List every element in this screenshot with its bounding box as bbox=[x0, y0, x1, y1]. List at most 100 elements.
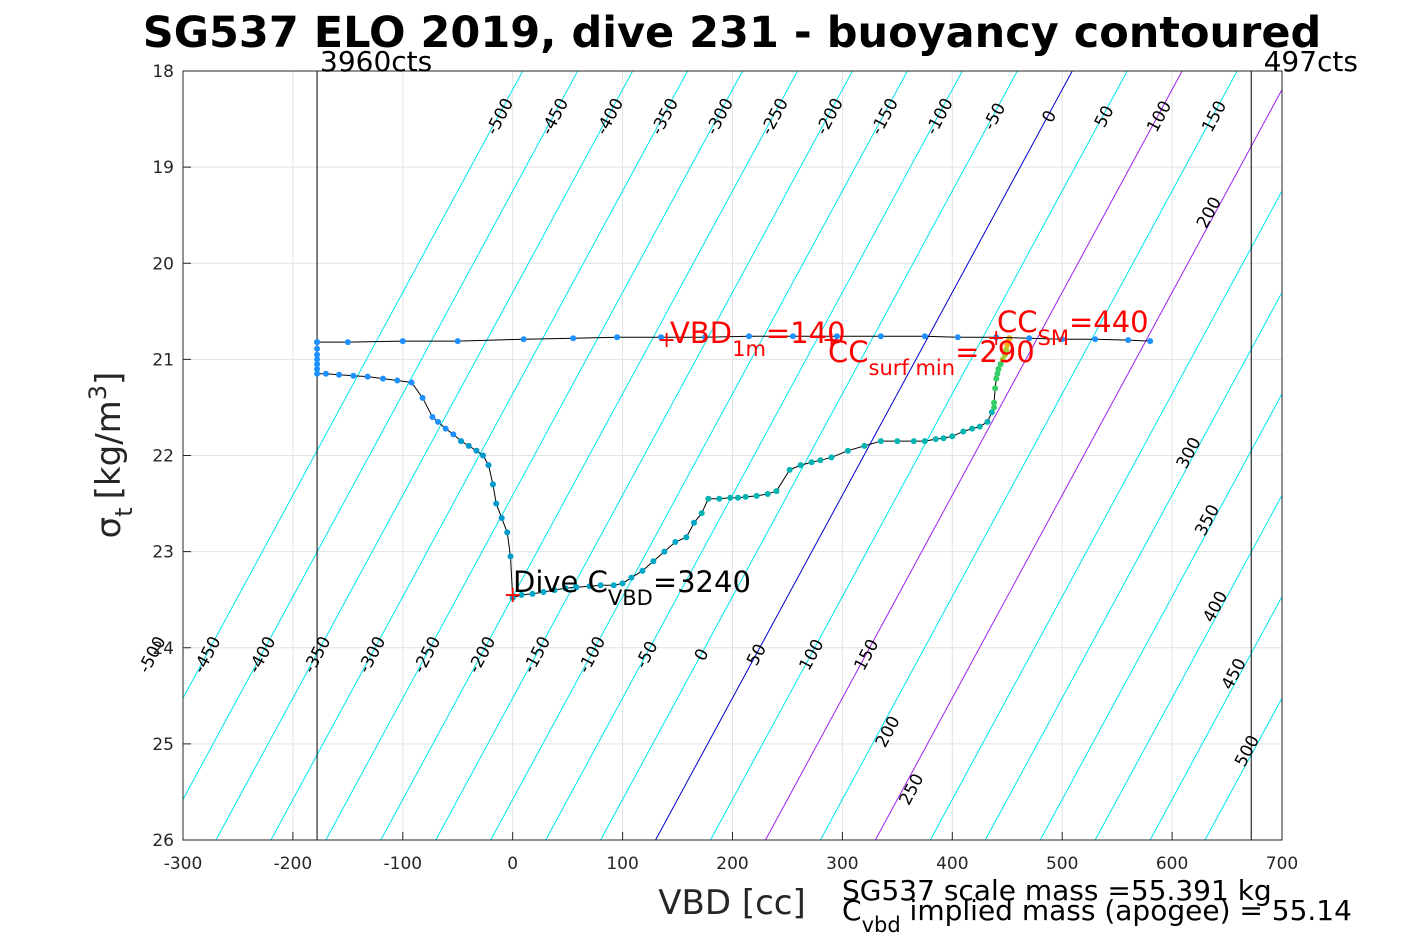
data-point-dive-24 bbox=[489, 481, 496, 488]
data-point-dive-10 bbox=[364, 373, 371, 380]
data-point-climb-10 bbox=[619, 580, 626, 587]
data-point-surface-12 bbox=[877, 333, 884, 340]
data-point-climb-32 bbox=[844, 447, 851, 454]
y-axis-label-exp: 3 bbox=[84, 385, 112, 400]
data-point-climb-26 bbox=[773, 488, 780, 495]
contour-line-450 bbox=[1149, 595, 1282, 840]
data-point-climb-36 bbox=[910, 438, 917, 445]
data-point-climb-34 bbox=[877, 438, 884, 445]
contour-line-0 bbox=[655, 71, 1073, 840]
marker-divec: + bbox=[503, 583, 521, 608]
data-point-climb-27 bbox=[786, 466, 793, 473]
data-point-dive-9 bbox=[350, 372, 357, 379]
data-point-surface-8 bbox=[702, 334, 709, 341]
annotation-vbd1m: VBD1m=140 bbox=[670, 316, 846, 361]
data-point-climb-48 bbox=[992, 385, 999, 392]
data-point-climb-47 bbox=[991, 399, 998, 406]
x-tick-label-2: -100 bbox=[384, 854, 423, 874]
y-tick-label-8: 26 bbox=[152, 831, 174, 851]
data-point-climb-28 bbox=[797, 462, 804, 469]
annotation-vbd1m-end: =140 bbox=[766, 316, 846, 350]
y-axis-ticks: 18 19 20 21 22 23 24 25 26 bbox=[152, 62, 191, 851]
data-point-dive-27 bbox=[504, 529, 511, 536]
annotation-ccsm: CCSM=440 bbox=[997, 305, 1149, 350]
data-point-surface-7 bbox=[658, 334, 665, 341]
contour-line-150 bbox=[819, 71, 1238, 840]
data-point-climb-2 bbox=[529, 590, 536, 597]
svg-text:σt[kg/m3]: σt [kg/m3] bbox=[84, 372, 138, 539]
footer-implied-sub: vbd bbox=[862, 913, 901, 937]
data-point-climb-50 bbox=[994, 370, 1001, 377]
contour-line--400 bbox=[215, 71, 634, 840]
x-tick-label-1: -200 bbox=[274, 854, 313, 874]
annotation-ccsm-main: CC bbox=[997, 305, 1038, 339]
data-point-surface-9 bbox=[745, 333, 752, 340]
data-point-climb-29 bbox=[808, 459, 815, 466]
annotation-divec: Dive CVBD=3240 bbox=[513, 565, 751, 610]
y-tick-label-1: 19 bbox=[152, 158, 174, 178]
data-point-dive-25 bbox=[493, 500, 500, 507]
contour-line--250 bbox=[380, 71, 798, 840]
data-point-dive-20 bbox=[465, 442, 472, 449]
annotation-divec-main: Dive C bbox=[513, 565, 608, 599]
x-tick-label-4: 100 bbox=[606, 854, 638, 874]
data-point-climb-23 bbox=[742, 493, 749, 500]
data-point-climb-41 bbox=[960, 428, 967, 435]
annotation-vbd1m-main: VBD bbox=[670, 316, 732, 350]
data-point-climb-5 bbox=[562, 585, 569, 592]
data-point-climb-19 bbox=[705, 495, 712, 502]
footer-scale-mass: SG537 scale mass =55.391 kg bbox=[842, 874, 1272, 907]
data-point-surface-4 bbox=[520, 336, 527, 343]
data-point-climb-4 bbox=[551, 587, 558, 594]
data-point-dive-18 bbox=[450, 431, 457, 438]
data-point-dive-19 bbox=[458, 438, 465, 445]
data-point-climb-40 bbox=[949, 433, 956, 440]
y-axis-label-sub: t bbox=[110, 507, 138, 516]
count-lines bbox=[316, 71, 1252, 840]
data-point-climb-1 bbox=[518, 591, 525, 598]
x-tick-label-3: 0 bbox=[507, 854, 518, 874]
data-point-climb-15 bbox=[672, 539, 679, 546]
data-point-climb-38 bbox=[932, 436, 939, 443]
data-point-dive-12 bbox=[394, 377, 401, 384]
data-point-dive-15 bbox=[429, 414, 436, 421]
contour-line-50 bbox=[710, 71, 1128, 840]
data-point-climb-9 bbox=[610, 582, 617, 589]
data-point-dive-1 bbox=[314, 345, 321, 352]
x-tick-label-8: 500 bbox=[1046, 854, 1078, 874]
data-point-climb-30 bbox=[817, 457, 824, 464]
data-point-surface-17 bbox=[1059, 336, 1066, 343]
data-point-climb-14 bbox=[661, 548, 668, 555]
data-point-surface-5 bbox=[570, 335, 577, 342]
y-axis-label-units-end: ] bbox=[89, 372, 129, 385]
data-point-climb-16 bbox=[683, 534, 690, 541]
annotation-ccsm-end: =440 bbox=[1069, 305, 1149, 339]
data-point-climb-25 bbox=[764, 490, 771, 497]
data-point-climb-31 bbox=[828, 454, 835, 461]
footer-implied-end: implied mass (apogee) = 55.14 bbox=[901, 894, 1352, 927]
data-point-dive-6 bbox=[314, 370, 321, 377]
data-point-climb-24 bbox=[753, 492, 760, 499]
y-axis-label-sigma: σ bbox=[89, 517, 129, 539]
contour-line--100 bbox=[545, 71, 963, 840]
data-point-surface-14 bbox=[954, 334, 961, 341]
contour-line--300 bbox=[325, 71, 743, 840]
x-tick-label-6: 300 bbox=[826, 854, 858, 874]
annotation-ccsurf-main: CC bbox=[828, 335, 869, 369]
marker-ccsurf: + bbox=[822, 328, 840, 353]
contour-line-300 bbox=[984, 291, 1282, 840]
data-point-surface-0 bbox=[314, 339, 321, 346]
y-tick-label-4: 22 bbox=[152, 447, 174, 467]
data-point-climb-17 bbox=[691, 519, 698, 526]
data-point-dive-17 bbox=[442, 425, 449, 432]
data-point-surface-6 bbox=[614, 334, 621, 341]
marker-vbd1m: + bbox=[657, 328, 675, 353]
x-tick-label-10: 700 bbox=[1266, 854, 1298, 874]
y-tick-label-5: 23 bbox=[152, 543, 174, 563]
contour-line--200 bbox=[435, 71, 853, 840]
data-point-dive-8 bbox=[336, 371, 343, 378]
count-label-right: 497cts bbox=[1264, 45, 1358, 78]
data-point-climb-22 bbox=[734, 494, 741, 501]
data-point-dive-28 bbox=[507, 553, 514, 560]
